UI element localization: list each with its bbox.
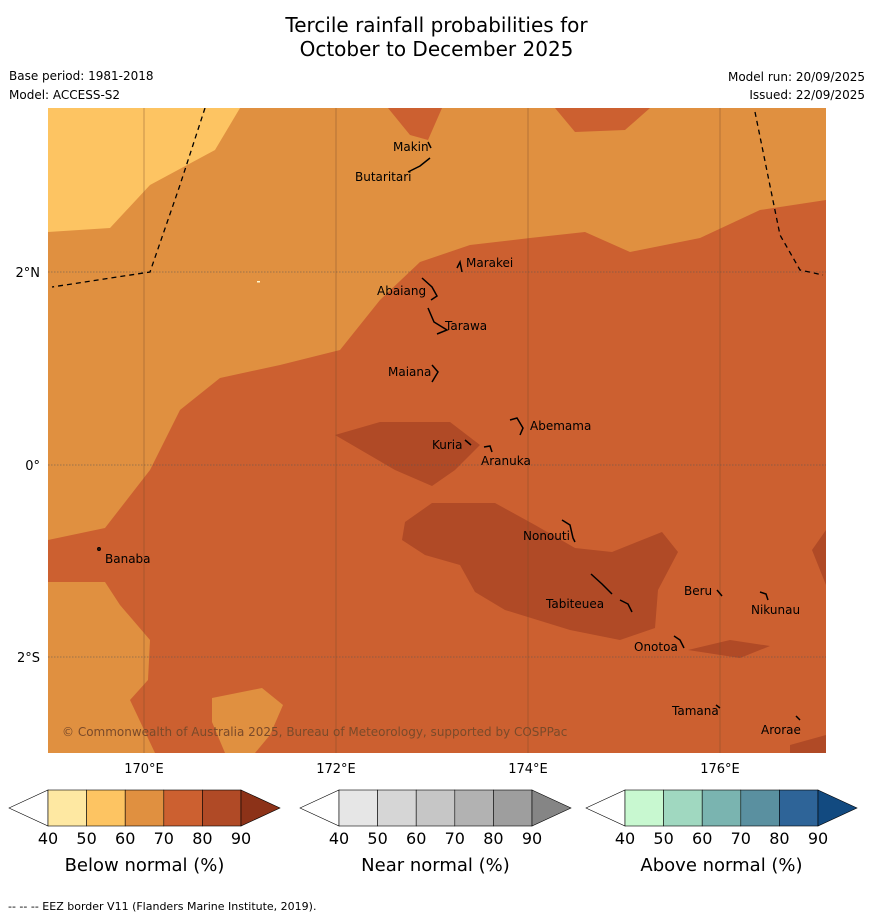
above-normal-swatch — [624, 789, 664, 827]
label-tamana: Tamana — [671, 704, 719, 718]
label-marakei: Marakei — [466, 256, 513, 270]
near-normal-tick: 40 — [329, 829, 349, 848]
label-tarawa: Tarawa — [444, 319, 487, 333]
near-normal-colorbar: 40 50 60 70 80 90 Near normal (%) — [299, 789, 572, 876]
map-title-line-2: October to December 2025 — [299, 37, 574, 61]
map-title-line-1: Tercile rainfall probabilities for — [285, 13, 588, 37]
model-run: Model run: 20/09/2025 — [727, 70, 865, 84]
contour-80-90-onotoa — [688, 640, 770, 658]
above-normal-tick: 50 — [653, 829, 673, 848]
above-normal-tick: 40 — [615, 829, 635, 848]
above-normal-colorbar: 40 50 60 70 80 90 Above normal (%) — [585, 789, 858, 876]
base-period: Base period: 1981-2018 — [9, 69, 154, 83]
island-outlines — [97, 141, 801, 721]
model-name: Model: ACCESS-S2 — [9, 88, 121, 102]
below-normal-swatch — [47, 789, 87, 827]
below-normal-tick: 40 — [38, 829, 58, 848]
contour-80-90-se — [790, 735, 826, 753]
below-normal-swatch — [86, 789, 126, 827]
near-normal-tick: 60 — [406, 829, 426, 848]
near-normal-tick: 50 — [367, 829, 387, 848]
above-normal-swatch — [740, 789, 780, 827]
label-arorae: Arorae — [761, 723, 801, 737]
probability-contours: Makin Butaritari Marakei Abaiang Tarawa … — [48, 108, 826, 753]
lon-label-170e: 170°E — [124, 762, 164, 777]
label-makin: Makin — [393, 140, 429, 154]
below-normal-swatch — [202, 789, 242, 827]
lon-label-172e: 172°E — [316, 762, 356, 777]
contour-70-80-ne — [555, 108, 650, 132]
near-normal-swatch — [415, 789, 456, 827]
lat-label-2n: 2°N — [16, 266, 41, 281]
below-normal-min-extend — [8, 789, 49, 827]
above-normal-swatch — [663, 789, 703, 827]
near-normal-tick: 70 — [445, 829, 465, 848]
near-normal-tick: 80 — [483, 829, 503, 848]
contour-60-70-sw — [48, 582, 155, 753]
near-normal-swatch — [454, 789, 494, 827]
below-normal-tick: 80 — [192, 829, 212, 848]
above-normal-min-extend — [585, 789, 626, 827]
label-banaba: Banaba — [105, 552, 151, 566]
colorbar-legends: 40 50 60 70 80 90 Below normal (%) 40 50 60 70 80 90… — [8, 789, 858, 876]
contour-60-70-s — [212, 688, 283, 753]
copyright-notice: © Commonwealth of Australia 2025, Bureau… — [62, 725, 567, 739]
label-maiana: Maiana — [388, 365, 431, 379]
above-normal-swatch — [779, 789, 819, 827]
label-nikunau: Nikunau — [751, 603, 800, 617]
map-figure: Makin Butaritari Marakei Abaiang Tarawa … — [8, 108, 858, 876]
label-tabiteuea: Tabiteuea — [545, 597, 604, 611]
below-normal-tick: 70 — [154, 829, 174, 848]
above-normal-swatch — [701, 789, 742, 827]
above-normal-tick: 80 — [769, 829, 789, 848]
label-onotoa: Onotoa — [634, 640, 678, 654]
issued-date: Issued: 22/09/2025 — [749, 88, 865, 102]
contour-70-80-n — [388, 108, 442, 140]
lon-label-176e: 176°E — [700, 762, 740, 777]
label-abaiang: Abaiang — [377, 284, 426, 298]
below-normal-swatch — [124, 789, 165, 827]
lon-label-174e: 174°E — [508, 762, 548, 777]
label-butaritari: Butaritari — [355, 170, 412, 184]
above-normal-tick: 70 — [731, 829, 751, 848]
near-normal-max-extend — [531, 789, 572, 827]
eez-border — [51, 108, 824, 288]
below-normal-tick: 60 — [115, 829, 135, 848]
near-normal-tick: 90 — [522, 829, 542, 848]
eez-footnote: -- -- -- EEZ border V11 (Flanders Marine… — [8, 900, 317, 913]
near-normal-label: Near normal (%) — [361, 855, 510, 876]
below-normal-swatch — [163, 789, 203, 827]
label-kuria: Kuria — [432, 438, 463, 452]
near-normal-swatch — [493, 789, 533, 827]
contour-80-90-east — [812, 530, 826, 585]
near-normal-min-extend — [299, 789, 340, 827]
label-beru: Beru — [684, 584, 712, 598]
contour-80-90-kuria — [335, 422, 480, 486]
contour-80-90-tabiteuea — [402, 503, 678, 640]
below-normal-max-extend — [240, 789, 281, 827]
above-normal-tick: 90 — [808, 829, 828, 848]
label-abemama: Abemama — [530, 419, 591, 433]
below-normal-label: Below normal (%) — [65, 855, 225, 876]
label-nonouti: Nonouti — [523, 529, 570, 543]
near-normal-swatch — [338, 789, 378, 827]
label-aranuka: Aranuka — [481, 454, 531, 468]
below-normal-tick: 90 — [231, 829, 251, 848]
above-normal-label: Above normal (%) — [640, 855, 802, 876]
near-normal-swatch — [377, 789, 417, 827]
above-normal-max-extend — [817, 789, 858, 827]
below-normal-tick: 50 — [76, 829, 96, 848]
lat-label-0: 0° — [25, 459, 40, 474]
lat-label-2s: 2°S — [17, 651, 40, 666]
gridlines — [48, 271, 826, 658]
above-normal-tick: 60 — [692, 829, 712, 848]
below-normal-colorbar: 40 50 60 70 80 90 Below normal (%) — [8, 789, 281, 876]
